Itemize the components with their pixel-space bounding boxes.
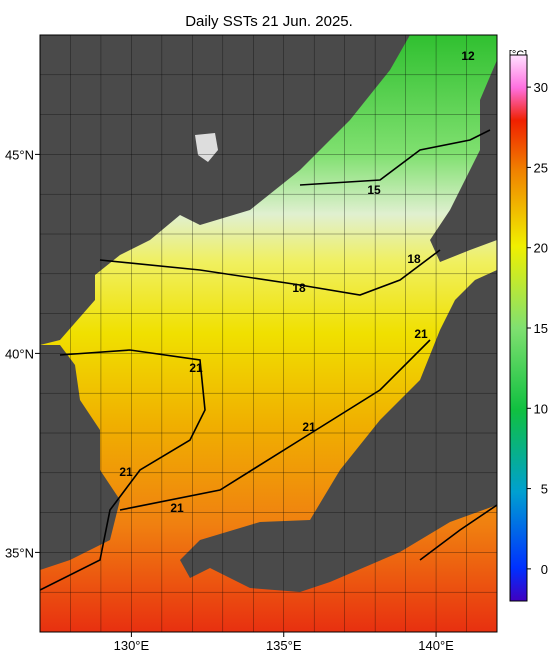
map-frame: [39, 34, 498, 633]
title: Daily SSTs 21 Jun. 2025.: [185, 13, 353, 30]
lon-label: 140°E: [418, 638, 454, 653]
contour-label: 15: [367, 183, 381, 197]
colorbar-label: 0: [541, 562, 548, 577]
lon-label: 130°E: [114, 638, 150, 653]
lat-label: 45°N: [5, 147, 34, 162]
contour-label: 18: [292, 281, 306, 295]
colorbar-label: 15: [534, 321, 548, 336]
contour-label: 12: [461, 49, 475, 63]
contour-labels: 12 15 18 18 21 21 21 21 21: [119, 49, 475, 515]
lat-label: 40°N: [5, 346, 34, 361]
contour-label: 21: [119, 465, 133, 479]
colorbar-label: 25: [534, 160, 548, 175]
contour-label: 21: [302, 420, 316, 434]
contour-label: 21: [170, 501, 184, 515]
colorbar-label: 10: [534, 401, 548, 416]
land: [40, 35, 410, 345]
land: [40, 345, 120, 570]
island: [195, 133, 218, 162]
map: [40, 35, 497, 632]
land: [430, 60, 497, 262]
colorbar-label: 20: [534, 241, 548, 256]
lat-label: 35°N: [5, 545, 34, 560]
colorbar-label: 30: [534, 80, 548, 95]
contour-label: 21: [189, 361, 203, 375]
contour-label: 21: [414, 327, 428, 341]
land: [180, 270, 497, 592]
lon-label: 135°E: [266, 638, 302, 653]
colorbar-label: 5: [541, 482, 548, 497]
colorbar: [509, 54, 528, 602]
contour-label: 18: [407, 252, 421, 266]
